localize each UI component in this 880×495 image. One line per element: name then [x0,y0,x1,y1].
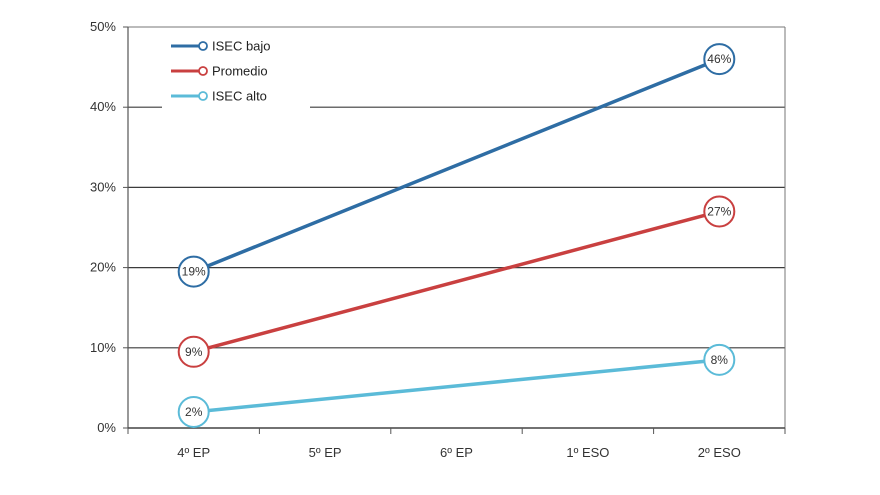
y-tick-label: 20% [90,260,116,275]
series-line [191,57,722,274]
data-point-label: 46% [707,52,731,66]
legend-label: ISEC bajo [212,39,271,54]
legend-label: ISEC alto [212,89,267,104]
series-line [191,209,722,354]
x-tick-label: 1º ESO [566,445,609,460]
y-tick-label: 0% [97,420,116,435]
data-point-label: 19% [182,265,206,279]
data-point-marker [703,195,736,228]
legend-swatch-marker [198,66,208,76]
x-tick-label: 2º ESO [698,445,741,460]
x-tick-label: 5º EP [309,445,342,460]
y-tick-label: 40% [90,99,116,114]
x-tick-label: 6º EP [440,445,473,460]
series-markers: 19% 46% 9% 27% 2% 8% [177,43,736,428]
data-point-marker [177,335,210,368]
series-line [191,358,722,414]
data-point-marker [177,395,210,428]
data-point-marker [177,255,210,288]
data-point-label: 8% [711,353,729,367]
legend: ISEC bajo Promedio ISEC alto [162,32,310,108]
y-tick-label: 10% [90,340,116,355]
data-point-label: 9% [185,345,203,359]
legend-swatch-marker [198,91,208,101]
legend-swatch-marker [198,41,208,51]
data-point-label: 27% [707,204,731,218]
y-tick-label: 50% [90,19,116,34]
x-axis-ticks: 4º EP 5º EP 6º EP 1º ESO 2º ESO [177,445,741,460]
y-axis-ticks: 0% 10% 20% 30% 40% 50% [90,19,116,435]
x-tick-label: 4º EP [177,445,210,460]
axes [123,26,786,434]
legend-label: Promedio [212,64,268,79]
gridlines [128,106,785,349]
data-point-marker [703,43,736,76]
data-point-marker [703,343,736,376]
y-tick-label: 30% [90,179,116,194]
series-lines [191,57,722,414]
data-point-label: 2% [185,405,203,419]
